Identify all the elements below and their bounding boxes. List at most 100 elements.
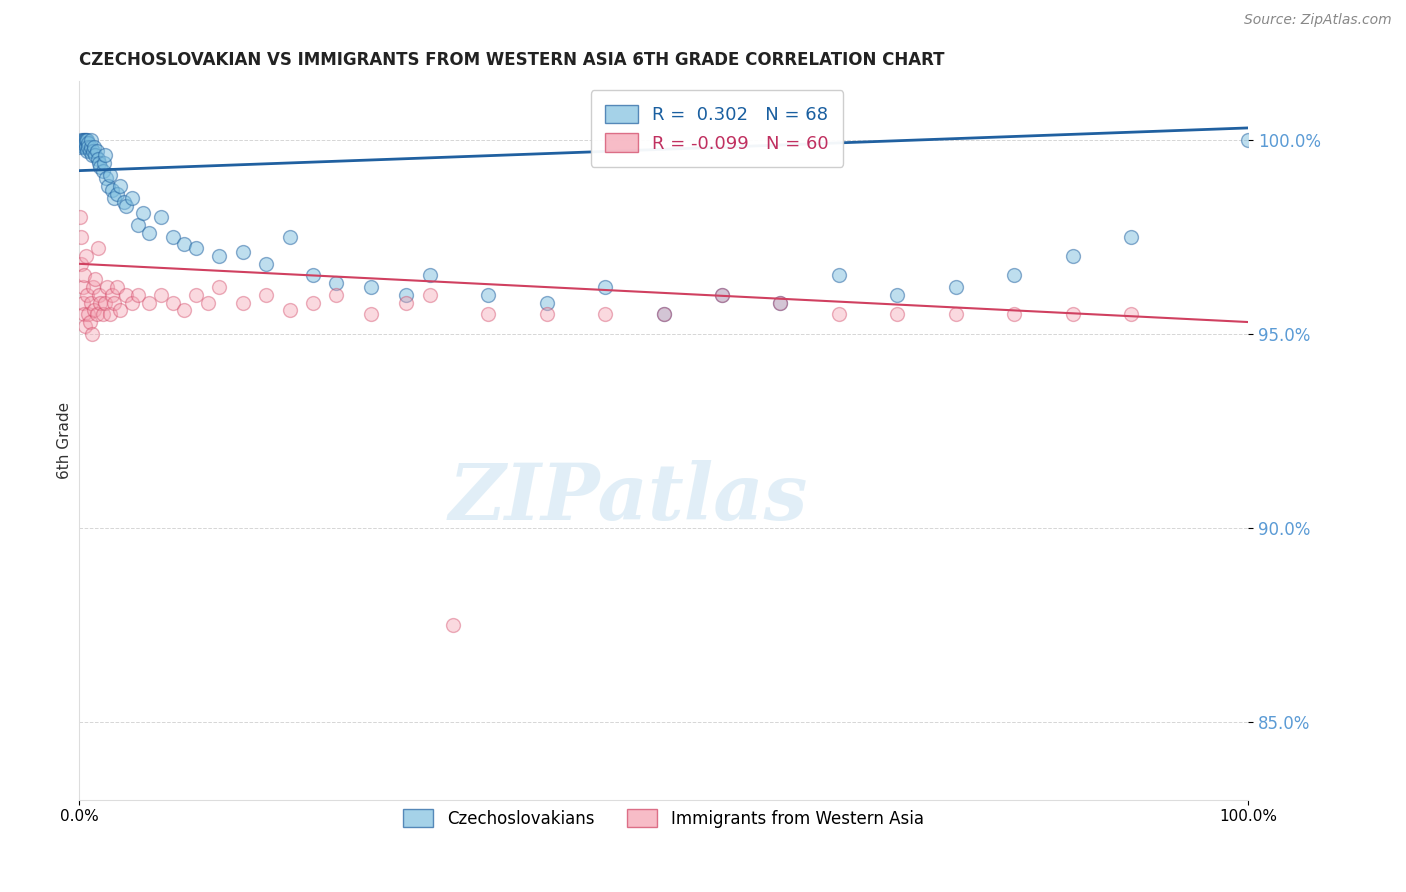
- Point: [302, 268, 325, 283]
- Point: [173, 303, 195, 318]
- Point: [91, 307, 114, 321]
- Point: [72, 136, 94, 151]
- Point: [72, 132, 94, 146]
- Point: [945, 280, 967, 294]
- Point: [70, 229, 93, 244]
- Point: [149, 211, 172, 225]
- Point: [87, 156, 110, 170]
- Point: [197, 295, 219, 310]
- Point: [325, 288, 347, 302]
- Point: [69, 140, 91, 154]
- Point: [86, 307, 108, 321]
- Point: [419, 288, 441, 302]
- Point: [94, 171, 117, 186]
- Point: [101, 183, 124, 197]
- Point: [70, 136, 93, 151]
- Point: [77, 136, 100, 151]
- Point: [232, 245, 254, 260]
- Point: [325, 277, 347, 291]
- Point: [79, 145, 101, 159]
- Point: [121, 191, 143, 205]
- Point: [89, 295, 111, 310]
- Point: [75, 249, 97, 263]
- Point: [477, 288, 499, 302]
- Point: [76, 288, 98, 302]
- Point: [89, 160, 111, 174]
- Point: [711, 288, 734, 302]
- Point: [162, 229, 184, 244]
- Point: [82, 145, 104, 159]
- Point: [103, 295, 125, 310]
- Point: [115, 288, 138, 302]
- Point: [1237, 132, 1260, 146]
- Point: [593, 307, 616, 321]
- Point: [1062, 307, 1084, 321]
- Point: [105, 280, 128, 294]
- Point: [80, 132, 103, 146]
- Point: [73, 132, 96, 146]
- Point: [886, 307, 908, 321]
- Point: [98, 307, 121, 321]
- Point: [127, 288, 149, 302]
- Point: [278, 303, 301, 318]
- Point: [77, 140, 100, 154]
- Point: [886, 288, 908, 302]
- Point: [73, 307, 96, 321]
- Point: [72, 280, 94, 294]
- Point: [302, 295, 325, 310]
- Point: [97, 179, 120, 194]
- Point: [77, 307, 100, 321]
- Point: [652, 307, 675, 321]
- Point: [98, 168, 121, 182]
- Point: [127, 218, 149, 232]
- Point: [73, 140, 96, 154]
- Point: [828, 307, 851, 321]
- Point: [132, 206, 155, 220]
- Point: [138, 226, 160, 240]
- Text: ZIPatlas: ZIPatlas: [449, 459, 808, 536]
- Point: [76, 145, 98, 159]
- Point: [536, 295, 558, 310]
- Point: [73, 132, 96, 146]
- Point: [84, 148, 107, 162]
- Point: [76, 132, 98, 146]
- Point: [395, 288, 418, 302]
- Legend: Czechoslovakians, Immigrants from Western Asia: Czechoslovakians, Immigrants from Wester…: [396, 803, 931, 834]
- Point: [477, 307, 499, 321]
- Point: [87, 152, 110, 166]
- Point: [395, 295, 418, 310]
- Point: [80, 148, 103, 162]
- Point: [652, 307, 675, 321]
- Point: [769, 295, 792, 310]
- Point: [208, 249, 231, 263]
- Point: [70, 257, 93, 271]
- Point: [86, 145, 108, 159]
- Point: [82, 280, 104, 294]
- Point: [108, 303, 131, 318]
- Point: [94, 295, 117, 310]
- Point: [79, 315, 101, 329]
- Point: [96, 280, 118, 294]
- Point: [80, 140, 103, 154]
- Point: [441, 617, 464, 632]
- Point: [419, 268, 441, 283]
- Point: [115, 198, 138, 212]
- Point: [360, 307, 382, 321]
- Point: [83, 303, 105, 318]
- Point: [94, 148, 117, 162]
- Point: [93, 156, 115, 170]
- Point: [232, 295, 254, 310]
- Point: [108, 179, 131, 194]
- Point: [184, 241, 207, 255]
- Point: [73, 268, 96, 283]
- Point: [80, 326, 103, 341]
- Point: [84, 272, 107, 286]
- Point: [208, 280, 231, 294]
- Text: Source: ZipAtlas.com: Source: ZipAtlas.com: [1244, 13, 1392, 28]
- Point: [278, 229, 301, 244]
- Point: [360, 280, 382, 294]
- Point: [72, 295, 94, 310]
- Point: [69, 211, 91, 225]
- Y-axis label: 6th Grade: 6th Grade: [58, 402, 72, 479]
- Point: [184, 288, 207, 302]
